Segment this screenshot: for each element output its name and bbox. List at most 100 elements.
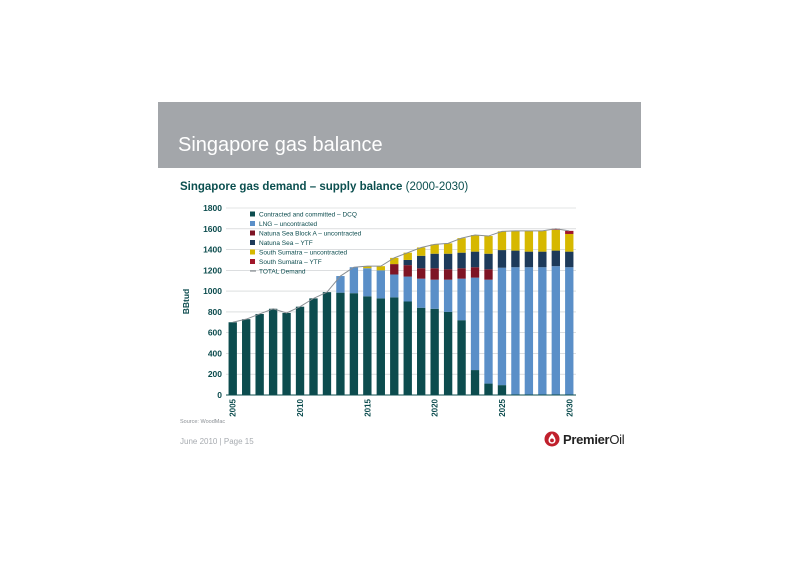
- bar-segment: [497, 231, 507, 251]
- bar-segment: [376, 266, 385, 271]
- bar-segment: [417, 307, 426, 395]
- legend-label: South Sumatra – uncontracted: [259, 250, 348, 257]
- bar-segment: [565, 251, 574, 268]
- bar-segment: [484, 279, 493, 384]
- bar-segment: [403, 259, 412, 266]
- bar-segment: [390, 257, 399, 265]
- bar-segment: [551, 229, 560, 251]
- bar-segment: [457, 238, 466, 253]
- bar-segment: [336, 292, 345, 395]
- bar-segment: [268, 308, 278, 395]
- bar-segment: [282, 312, 291, 395]
- bar-segment: [443, 253, 453, 270]
- bar-segment: [538, 267, 547, 395]
- slide-title: Singapore gas balance: [178, 134, 383, 156]
- bar-segment: [363, 266, 372, 269]
- legend-label: South Sumatra – YTF: [259, 259, 322, 266]
- bar-segment: [430, 268, 439, 280]
- bar-segment: [322, 292, 332, 395]
- bar-segment: [336, 276, 345, 293]
- x-tick-label: 2020: [431, 398, 440, 416]
- bar-segment: [242, 319, 251, 395]
- chart-title-main: Singapore gas demand – supply balance: [180, 181, 403, 193]
- x-tick-label: 2005: [229, 398, 238, 416]
- legend-swatch: [250, 221, 255, 226]
- bar-segment: [390, 264, 399, 275]
- bar-segment: [484, 253, 493, 270]
- bar-segment: [511, 267, 520, 395]
- bar-segment: [565, 267, 574, 395]
- y-tick-label: 200: [208, 369, 222, 379]
- bar-segment: [363, 296, 372, 395]
- bar-segment: [484, 383, 493, 395]
- bar-segment: [390, 297, 399, 395]
- bar-segment: [470, 251, 480, 268]
- chart-title: Singapore gas demand – supply balance (2…: [180, 181, 468, 193]
- y-tick-label: 1200: [203, 265, 222, 275]
- bar-segment: [430, 279, 439, 309]
- logo-word-premier: Premier: [563, 431, 610, 447]
- legend-label: TOTAL Demand: [259, 269, 306, 276]
- legend-swatch: [250, 249, 255, 255]
- bar-segment: [376, 270, 385, 299]
- bar-segment: [497, 267, 507, 386]
- bar-segment: [484, 269, 493, 280]
- bar-segment: [470, 235, 480, 252]
- bar-segment: [457, 252, 466, 269]
- bar-segment: [511, 250, 520, 268]
- bar-segment: [430, 253, 439, 269]
- y-tick-label: 0: [217, 390, 222, 400]
- bar-segment: [565, 233, 574, 252]
- logo-wordmark: PremierOil: [563, 431, 625, 447]
- bar-segment: [363, 268, 372, 297]
- y-tick-label: 1800: [203, 203, 222, 213]
- bar-segment: [309, 298, 318, 395]
- legend-swatch: [250, 259, 255, 264]
- bar-segment: [551, 250, 560, 267]
- legend-label: Contracted and committed – DCQ: [259, 212, 357, 219]
- bar-segment: [457, 278, 466, 321]
- bar-segment: [470, 370, 480, 395]
- logo-word-oil: Oil: [609, 431, 625, 447]
- bar-segment: [403, 276, 412, 302]
- bar-segment: [376, 298, 385, 395]
- bar-segment: [565, 230, 574, 234]
- bar-segment: [524, 230, 534, 252]
- legend-swatch: [250, 240, 255, 245]
- bar-segment: [403, 301, 412, 395]
- bar-segment: [443, 243, 453, 254]
- bar-segment: [349, 267, 359, 294]
- x-tick-label: 2015: [363, 398, 372, 416]
- bar-segment: [430, 244, 439, 254]
- bar-segment: [497, 250, 507, 268]
- bar-segment: [538, 251, 547, 268]
- title-banner: Singapore gas balance: [158, 102, 641, 168]
- y-tick-label: 600: [208, 328, 222, 338]
- legend-swatch: [250, 211, 255, 217]
- y-tick-label: 1400: [203, 245, 222, 255]
- legend-swatch: [250, 230, 255, 236]
- bar-segment: [524, 267, 534, 395]
- bar-segment: [403, 265, 412, 277]
- source-note: Source: WoodMac: [180, 419, 226, 425]
- page-footer: June 2010 | Page 15: [180, 437, 254, 446]
- chart-title-range: (2000-2030): [405, 181, 469, 193]
- premier-oil-drop-icon: [544, 431, 560, 447]
- legend-label: Natuna Sea – YTF: [259, 240, 313, 247]
- bar-segment: [443, 279, 453, 312]
- bar-segment: [551, 266, 560, 395]
- y-axis-label: BBtud: [181, 289, 191, 315]
- total-demand-line: [232, 228, 570, 323]
- bar-segment: [551, 228, 560, 230]
- bar-segment: [255, 313, 264, 395]
- bar-segment: [497, 385, 507, 395]
- x-tick-label: 2010: [296, 398, 305, 416]
- bar-segment: [457, 320, 466, 395]
- bar-segment: [524, 251, 534, 268]
- legend-label: LNG – uncontracted: [259, 221, 318, 228]
- premier-oil-logo: PremierOil: [544, 430, 625, 448]
- bar-segment: [403, 252, 412, 260]
- bar-segment: [228, 322, 237, 395]
- y-tick-label: 800: [208, 307, 222, 317]
- bar-segment: [295, 306, 305, 395]
